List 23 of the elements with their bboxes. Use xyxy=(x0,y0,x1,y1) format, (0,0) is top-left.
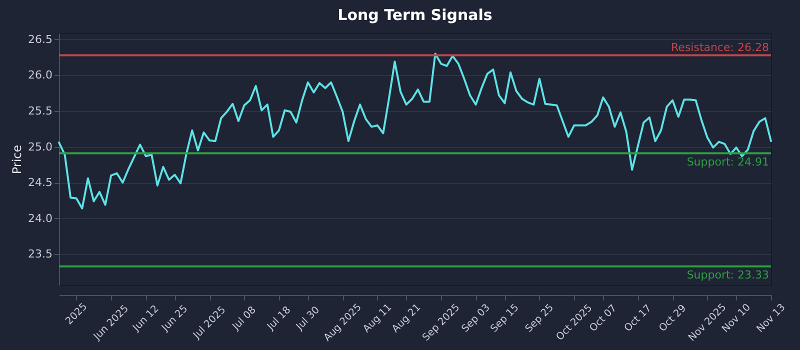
ref-line-label: Support: 24.91 xyxy=(686,155,769,168)
line-series xyxy=(58,52,772,210)
y-tick-label: 26.0 xyxy=(28,68,52,82)
x-tick-label: Sep 25 xyxy=(524,302,556,335)
x-tick-label: Oct 17 xyxy=(622,302,654,334)
x-tick-label: Nov 13 xyxy=(754,302,788,335)
y-tick-label: 24.5 xyxy=(28,176,52,190)
x-tick-label: Jul 18 xyxy=(264,304,294,334)
x-tick-label: Sep 15 xyxy=(488,302,522,335)
ref-line-label: Resistance: 26.28 xyxy=(671,41,769,54)
y-tick-label: 25.0 xyxy=(28,140,52,154)
y-tick-label: 25.5 xyxy=(28,104,52,118)
x-tick-label: Jun 25 xyxy=(159,304,190,334)
x-tick-label: Oct 29 xyxy=(657,302,689,334)
x-tick-label: Jun 12 xyxy=(130,304,162,334)
chart-title: Long Term Signals xyxy=(338,6,492,24)
y-tick-label: 23.5 xyxy=(28,248,52,261)
ref-line-label: Support: 23.33 xyxy=(686,268,769,282)
x-tick-label: Jul 30 xyxy=(294,304,322,334)
y-tick-label: 24.0 xyxy=(28,212,52,225)
y-axis-title: Price xyxy=(10,144,24,174)
x-tick-label: Jul 08 xyxy=(230,304,258,334)
y-tick-label: 26.5 xyxy=(28,32,52,46)
